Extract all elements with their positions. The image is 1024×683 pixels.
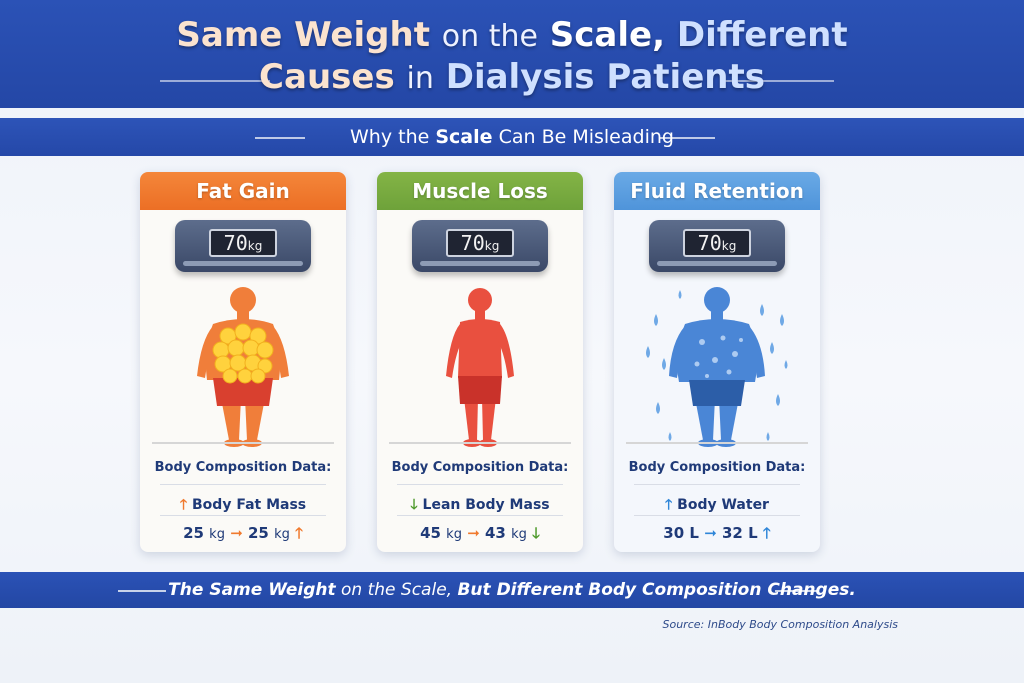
title-rule-right xyxy=(724,80,834,82)
card-title: Muscle Loss xyxy=(377,172,583,210)
floor-line xyxy=(152,442,334,444)
title-rule-left xyxy=(160,80,270,82)
source-note: Source: InBody Body Composition Analysis xyxy=(662,618,899,631)
title-in: in xyxy=(406,61,434,96)
composition-label: Body Composition Data: xyxy=(628,460,806,475)
footer-band: The Same Weight on the Scale, But Differ… xyxy=(0,572,1024,608)
value-change: 30 L ➞ 32 L 🡑 xyxy=(663,524,771,542)
floor-line xyxy=(389,442,571,444)
card-fat-gain: Fat Gain 70kg Body Composition Data: 🡑 xyxy=(140,172,346,552)
scale-display: 70kg xyxy=(446,229,514,257)
arrow-up-icon: 🡑 xyxy=(665,497,673,513)
title-causes: Causes xyxy=(259,57,395,97)
title-banner: Same Weight on the Scale, Different Caus… xyxy=(0,0,1024,108)
arrow-right-icon: ➞ xyxy=(467,524,480,542)
metric-row: 🡑 Body Water xyxy=(665,497,769,513)
title-on-the: on the xyxy=(441,19,538,54)
divider xyxy=(160,484,326,485)
subtitle-rule-right xyxy=(660,137,715,139)
lean-body-figure-icon xyxy=(446,288,514,447)
scale-icon: 70kg xyxy=(175,220,311,272)
divider xyxy=(397,484,563,485)
value-change: 25 kg ➞ 25 kg 🡑 xyxy=(183,524,303,542)
scale-display: 70kg xyxy=(683,229,751,257)
fluid-body-figure-icon xyxy=(669,287,765,447)
title-same-weight: Same Weight xyxy=(176,15,430,55)
card-fluid-retention: Fluid Retention 70kg xyxy=(614,172,820,552)
arrow-up-icon: 🡑 xyxy=(179,497,188,513)
title-scale: Scale, xyxy=(549,15,665,55)
divider xyxy=(397,515,563,516)
metric-row: 🡓 Lean Body Mass xyxy=(410,497,550,513)
subtitle-rule-left xyxy=(255,137,305,139)
arrow-right-icon: ➞ xyxy=(230,524,243,542)
arrow-down-icon: 🡓 xyxy=(410,497,418,513)
arrow-up-icon: 🡑 xyxy=(762,524,771,542)
title-line-1: Same Weight on the Scale, Different xyxy=(0,14,1024,58)
title-line-2: Causes in Dialysis Patients xyxy=(0,56,1024,100)
composition-label: Body Composition Data: xyxy=(391,460,569,475)
footer-text: The Same Weight on the Scale, But Differ… xyxy=(168,580,856,600)
scale-display: 70kg xyxy=(209,229,277,257)
title-dialysis-patients: Dialysis Patients xyxy=(445,57,765,97)
floor-line xyxy=(626,442,808,444)
arrow-up-icon: 🡑 xyxy=(295,524,303,542)
arrow-down-icon: 🡓 xyxy=(532,524,540,542)
divider xyxy=(634,484,800,485)
arrow-right-icon: ➞ xyxy=(704,524,717,542)
card-title: Fluid Retention xyxy=(614,172,820,210)
divider xyxy=(634,515,800,516)
subtitle: Why the Scale Can Be Misleading xyxy=(350,126,674,148)
footer-rule-left xyxy=(118,590,166,592)
water-drops-icon xyxy=(646,290,788,441)
card-title: Fat Gain xyxy=(140,172,346,210)
value-change: 45 kg ➞ 43 kg 🡓 xyxy=(420,524,540,542)
footer-rule-right xyxy=(775,590,817,592)
fat-body-figure-icon xyxy=(197,287,289,447)
card-muscle-loss: Muscle Loss 70kg Body Composition Data: … xyxy=(377,172,583,552)
subtitle-band: Why the Scale Can Be Misleading xyxy=(0,118,1024,156)
scale-icon: 70kg xyxy=(412,220,548,272)
composition-label: Body Composition Data: xyxy=(154,460,332,475)
divider xyxy=(160,515,326,516)
metric-row: 🡑 Body Fat Mass xyxy=(179,497,307,513)
title-different: Different xyxy=(676,15,848,55)
scale-icon: 70kg xyxy=(649,220,785,272)
